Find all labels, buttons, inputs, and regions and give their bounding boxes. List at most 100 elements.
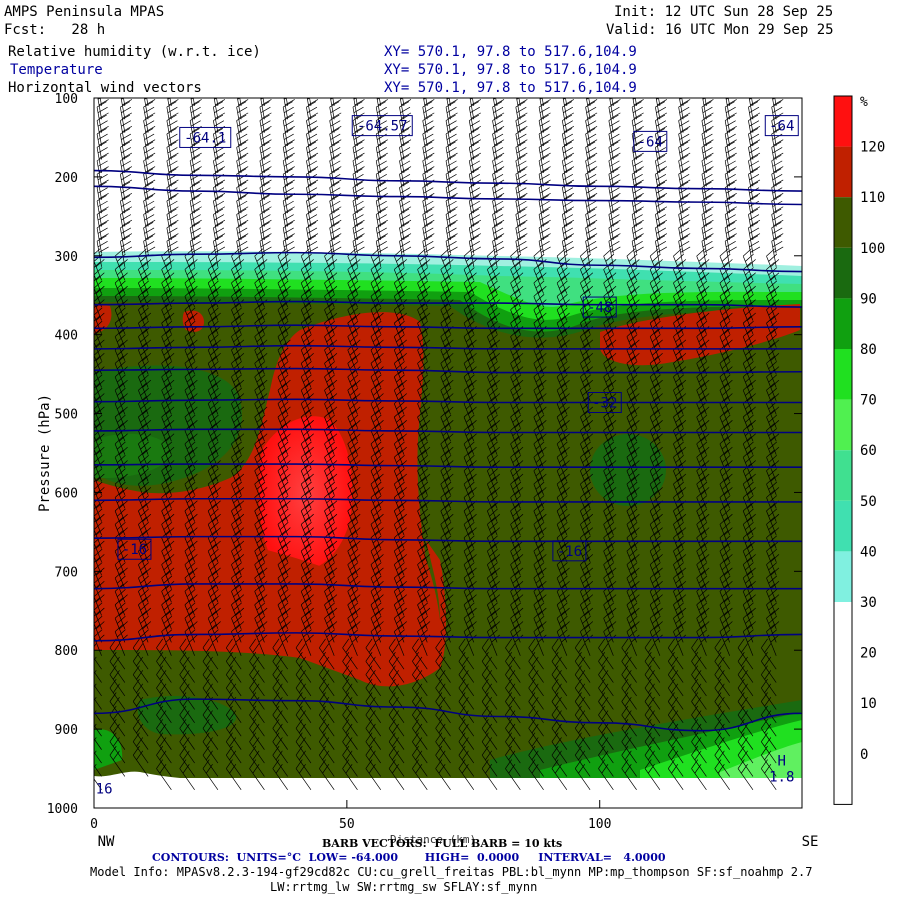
- wind-barb: [766, 556, 780, 589]
- wind-barb: [347, 261, 361, 294]
- wind-barb: [184, 543, 198, 576]
- wind-barb: [737, 732, 754, 764]
- wind-barb: [94, 315, 105, 348]
- wind-barb: [533, 288, 547, 321]
- y-tick-label: 1000: [47, 802, 78, 817]
- wind-barb: [138, 315, 152, 348]
- wind-barb: [231, 248, 245, 281]
- wind-barb: [533, 476, 547, 509]
- wind-barb: [696, 624, 710, 656]
- wind-barb: [603, 610, 617, 643]
- wind-barb: [515, 181, 528, 214]
- wind-barb: [771, 168, 784, 200]
- wind-barb: [649, 503, 663, 536]
- wind-barb: [691, 759, 707, 791]
- wind-barb: [761, 638, 777, 670]
- wind-barb: [435, 692, 451, 724]
- wind-barb: [626, 516, 640, 549]
- wind-barb: [696, 302, 710, 335]
- wind-barb: [347, 610, 361, 643]
- wind-barb: [737, 665, 754, 697]
- wind-barb: [580, 261, 594, 294]
- contour-label-box: [764, 115, 799, 137]
- wind-barb: [231, 449, 245, 482]
- wind-barb: [492, 208, 505, 241]
- wind-barb: [422, 128, 435, 160]
- wind-barb: [486, 436, 501, 469]
- colorbar-unit: %: [860, 95, 868, 110]
- wind-barb: [574, 665, 591, 697]
- wind-barb: [691, 665, 707, 697]
- wind-barb: [603, 503, 617, 536]
- wind-barb: [510, 556, 524, 589]
- wind-barb: [342, 638, 358, 670]
- wind-barb: [370, 328, 384, 361]
- x-end-se: SE: [802, 834, 819, 850]
- y-tick-label: 300: [55, 250, 78, 265]
- wind-barb: [370, 516, 384, 549]
- wind-barb: [463, 503, 477, 536]
- wind-barb: [626, 409, 640, 442]
- wind-barb: [626, 302, 640, 335]
- wind-barb: [259, 168, 272, 200]
- wind-barb: [673, 556, 687, 589]
- wind-barb: [189, 222, 202, 254]
- wind-barb: [375, 235, 388, 267]
- wind-barb: [538, 114, 551, 147]
- wind-barb: [621, 692, 637, 724]
- wind-barb: [580, 543, 594, 576]
- wind-barb: [748, 141, 761, 174]
- wind-barb: [347, 530, 361, 562]
- wind-barb: [375, 114, 388, 147]
- contour-label: -64.1: [184, 130, 226, 146]
- wind-barb: [166, 101, 179, 133]
- wind-barb: [207, 530, 221, 562]
- wind-barb: [719, 396, 733, 428]
- wind-barb: [621, 638, 637, 670]
- wind-barb: [370, 624, 384, 656]
- wind-barb: [737, 759, 754, 791]
- wind-barb: [120, 98, 133, 120]
- terrain: [94, 771, 802, 808]
- wind-barb: [393, 436, 407, 469]
- wind-barb: [254, 288, 268, 321]
- colorbar-swatch: [834, 96, 852, 147]
- wind-barb: [742, 248, 756, 281]
- wind-barb: [463, 261, 477, 294]
- colorbar-label: 120: [860, 140, 885, 156]
- wind-barb: [766, 396, 780, 428]
- wind-barb: [679, 98, 691, 120]
- wind-barb: [329, 208, 342, 241]
- wind-barb: [166, 181, 179, 214]
- wind-barb: [393, 288, 407, 321]
- wind-barb: [673, 302, 687, 335]
- wind-barb: [342, 705, 358, 737]
- wind-barb: [161, 302, 175, 335]
- wind-barb: [202, 705, 219, 737]
- wind-barb: [375, 168, 388, 200]
- wind-barb: [691, 678, 707, 710]
- wind-barb: [376, 98, 388, 120]
- wind-barb: [696, 516, 710, 549]
- wind-barb: [691, 732, 707, 764]
- wind-barb: [766, 543, 780, 576]
- wind-barb: [282, 181, 295, 214]
- rh-surface-green-left: [137, 695, 237, 735]
- wind-barb: [231, 583, 245, 616]
- wind-barb: [481, 732, 498, 764]
- isotherms: [94, 169, 802, 732]
- wind-barb: [771, 128, 784, 160]
- wind-barb: [673, 583, 687, 616]
- wind-barb: [306, 168, 319, 200]
- wind-barb: [347, 583, 361, 616]
- wind-barb: [742, 624, 756, 656]
- wind-barb: [306, 128, 319, 160]
- colorbar-label: 20: [860, 646, 877, 662]
- wind-barb: [649, 396, 663, 428]
- wind-barb: [701, 168, 714, 200]
- wind-barb: [161, 422, 175, 455]
- wind-barb: [649, 624, 663, 656]
- wind-barb: [388, 678, 405, 710]
- wind-barb: [724, 141, 737, 174]
- wind-barb: [184, 248, 198, 281]
